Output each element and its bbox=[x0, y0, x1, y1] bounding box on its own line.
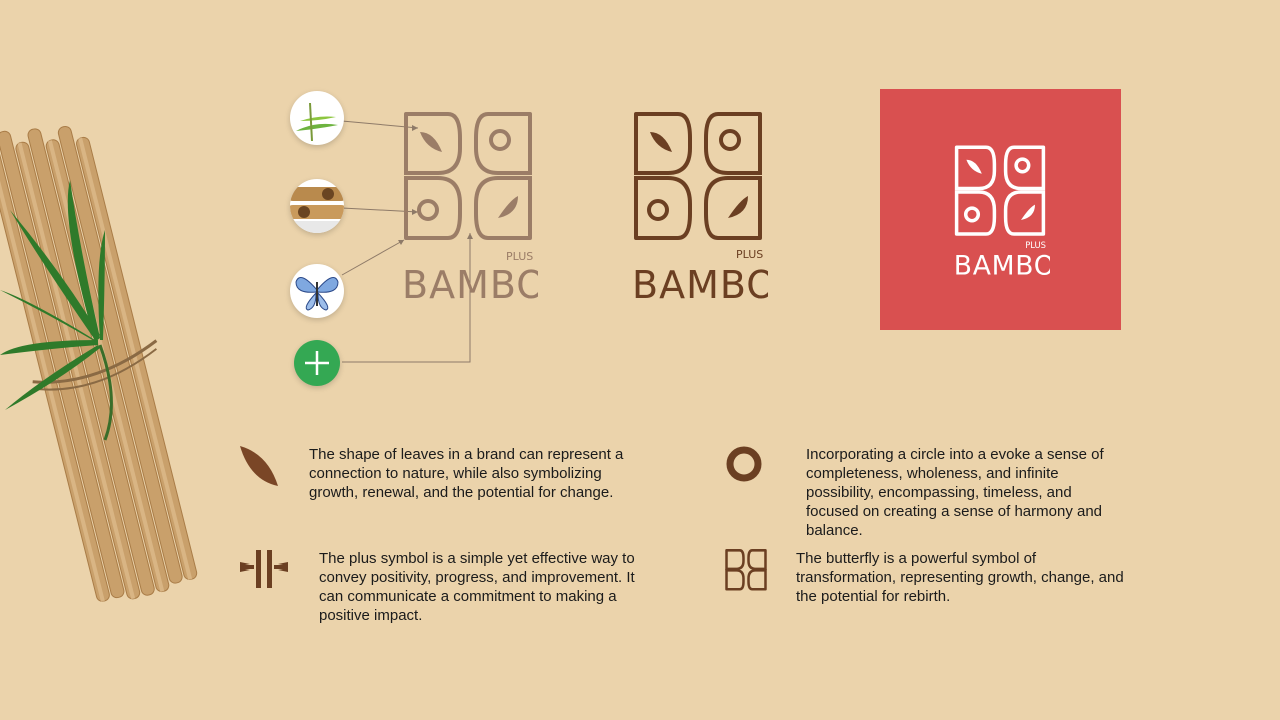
circle-description: Incorporating a circle into a evoke a se… bbox=[806, 446, 1104, 539]
butterfly-description: The butterfly is a powerful symbol of tr… bbox=[796, 550, 1124, 605]
plus-description: The plus symbol is a simple yet effectiv… bbox=[319, 550, 635, 624]
bamboo-stalk-photo-icon bbox=[290, 179, 344, 233]
logo-brand-name: BAMBOO bbox=[954, 251, 1050, 282]
butterfly-icon bbox=[725, 549, 767, 591]
logo-brand-name: BAMBOO bbox=[402, 263, 538, 307]
logo-brand-name: BAMBOO bbox=[632, 263, 768, 307]
plus-icon bbox=[294, 340, 340, 386]
logo-brand-suffix: PLUS bbox=[506, 250, 533, 263]
leaf-description: The shape of leaves in a brand can repre… bbox=[309, 446, 624, 501]
circle-icon bbox=[726, 446, 762, 482]
bamboo-plus-logo-faded: BAMBOO PLUS bbox=[402, 112, 538, 307]
butterfly-photo-icon bbox=[290, 264, 344, 318]
logo-brand-suffix: PLUS bbox=[736, 248, 763, 261]
red-logo-panel bbox=[880, 89, 1121, 330]
leaf-icon bbox=[240, 446, 278, 486]
bamboo-plus-logo-white: BAMBOO PLUS bbox=[954, 145, 1050, 282]
bamboo-plus-logo-dark: BAMBOO PLUS bbox=[632, 112, 768, 307]
bamboo-straws-image bbox=[0, 125, 198, 602]
bamboo-leaf-photo-icon bbox=[290, 91, 344, 145]
logo-brand-suffix: PLUS bbox=[1025, 240, 1046, 250]
plus-symbol-icon bbox=[240, 550, 288, 588]
